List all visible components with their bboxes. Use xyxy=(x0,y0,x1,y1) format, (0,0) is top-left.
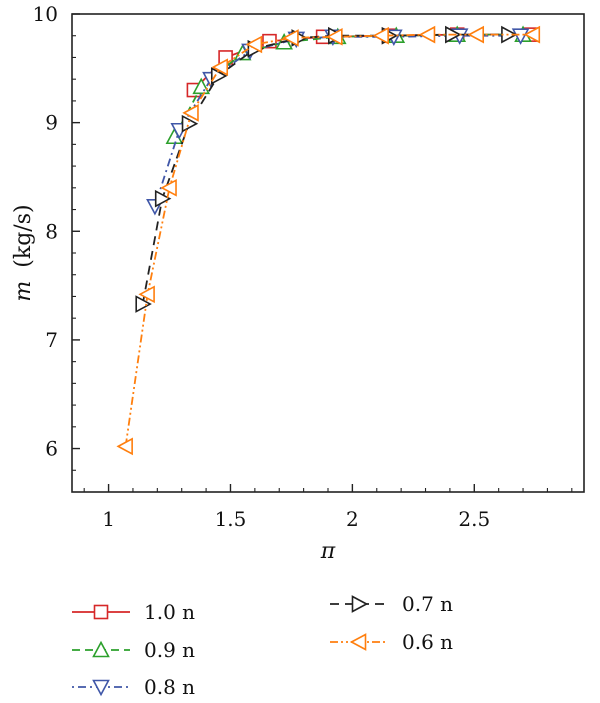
series-1-0-n xyxy=(186,27,538,98)
legend-item: 0.6 n xyxy=(330,630,453,654)
series-0-7-n xyxy=(135,25,518,313)
legend: 1.0 n 0.9 n 0.8 n 0.7 n 0.6 n xyxy=(72,592,453,699)
series-0-6-n xyxy=(116,25,541,456)
legend-item: 1.0 n xyxy=(72,600,195,624)
y-tick-label: 7 xyxy=(45,328,58,352)
data-point xyxy=(154,189,172,208)
data-point xyxy=(467,25,485,44)
data-point xyxy=(116,437,133,456)
y-tick-label: 8 xyxy=(45,219,58,243)
legend-item: 0.8 n xyxy=(72,675,195,699)
data-point xyxy=(511,28,530,45)
data-point xyxy=(326,27,343,46)
legend-label: 0.7 n xyxy=(402,592,453,616)
data-point xyxy=(245,35,263,54)
legend-marker xyxy=(351,595,369,613)
data-point xyxy=(135,295,152,313)
data-point xyxy=(181,114,199,133)
data-point xyxy=(211,58,229,77)
legend-marker xyxy=(349,633,367,651)
y-tick-label: 10 xyxy=(33,2,58,26)
series-line xyxy=(173,33,523,138)
legend-marker xyxy=(92,679,110,697)
x-axis-label: π xyxy=(320,539,336,564)
plot-series xyxy=(116,25,541,456)
legend-item: 0.7 n xyxy=(330,592,453,616)
data-point xyxy=(210,67,228,85)
legend-marker xyxy=(93,604,109,620)
y-tick-label: 9 xyxy=(45,111,58,135)
legend-label: 0.8 n xyxy=(144,675,195,699)
x-tick-label: 2.5 xyxy=(458,507,490,531)
data-point xyxy=(418,25,436,44)
data-point xyxy=(138,285,155,304)
data-point xyxy=(523,25,541,44)
y-axis-label-unit: (kg/s) xyxy=(11,204,36,267)
series-line xyxy=(193,33,531,91)
data-point xyxy=(182,104,199,122)
y-tick-label: 6 xyxy=(45,437,58,461)
x-tick-label: 1.5 xyxy=(215,507,247,531)
x-tick-label: 2 xyxy=(346,507,359,531)
legend-marker xyxy=(92,640,110,658)
x-axis: 1 1.5 2 2.5 xyxy=(83,484,573,531)
legend-label: 0.6 n xyxy=(402,630,453,654)
plot-frame xyxy=(71,13,585,493)
legend-label: 1.0 n xyxy=(144,600,195,624)
x-tick-label: 1 xyxy=(102,507,115,531)
series-line xyxy=(141,33,509,305)
data-point xyxy=(372,26,389,45)
y-axis: 6 7 8 9 10 xyxy=(33,2,80,471)
series-0-8-n xyxy=(146,28,530,216)
data-point xyxy=(282,29,299,47)
legend-label: 0.9 n xyxy=(144,638,195,662)
legend-item: 0.9 n xyxy=(72,638,195,662)
y-axis-label-variable: m xyxy=(11,281,36,302)
series-0-9-n xyxy=(165,25,532,145)
data-point xyxy=(160,178,177,197)
y-axis-label: m (kg/s) xyxy=(11,204,36,301)
series-line xyxy=(154,34,521,207)
